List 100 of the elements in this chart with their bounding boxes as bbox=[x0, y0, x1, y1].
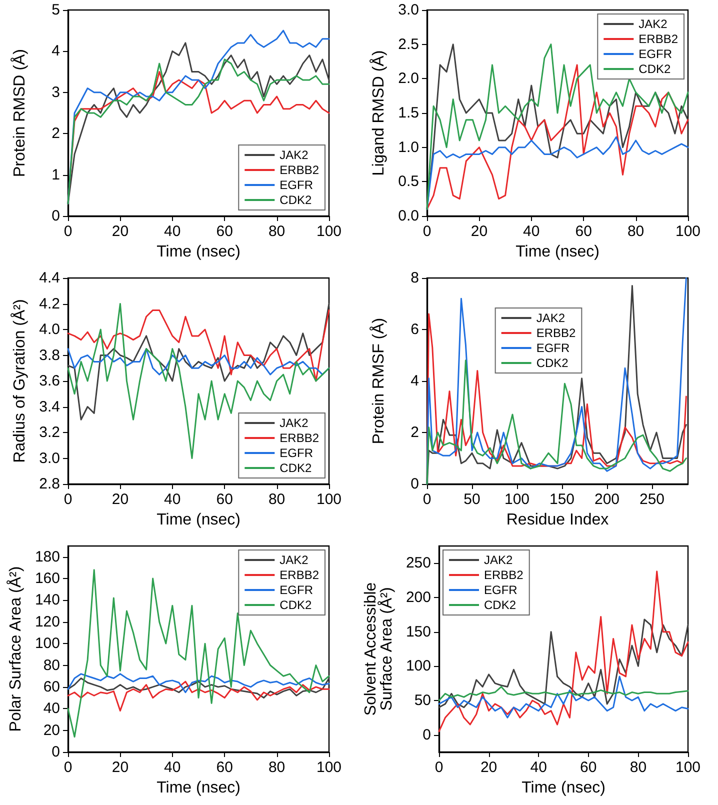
legend-label: EGFR bbox=[280, 178, 314, 192]
y-tick-label: 5 bbox=[52, 2, 60, 18]
x-axis-title: Time (nsec) bbox=[522, 779, 606, 796]
y-axis-title: Protein RMSF (Å) bbox=[370, 318, 388, 444]
y-tick-label: 60 bbox=[43, 678, 60, 696]
y-tick-label: 140 bbox=[34, 592, 60, 609]
legend-label: ERBB2 bbox=[536, 326, 576, 340]
line-series bbox=[67, 303, 330, 420]
x-tick-label: 20 bbox=[112, 223, 129, 240]
y-tick-label: 250 bbox=[406, 554, 431, 572]
x-tick-label: 100 bbox=[316, 759, 342, 776]
x-tick-label: 60 bbox=[575, 223, 592, 240]
y-tick-label: 0.5 bbox=[398, 173, 419, 190]
legend-label: CDK2 bbox=[280, 193, 312, 207]
y-tick-label: 4 bbox=[52, 42, 60, 60]
legend-label: JAK2 bbox=[536, 311, 566, 325]
legend-label: CDK2 bbox=[280, 461, 312, 475]
line-series bbox=[67, 680, 330, 712]
x-tick-label: 0 bbox=[64, 491, 72, 508]
x-tick-label: 40 bbox=[164, 491, 181, 508]
x-tick-label: 60 bbox=[580, 759, 597, 776]
y-tick-label: 3.0 bbox=[39, 450, 60, 467]
x-tick-label: 80 bbox=[268, 223, 286, 240]
y-tick-label: 4.0 bbox=[39, 321, 60, 338]
x-tick-label: 40 bbox=[164, 759, 181, 776]
x-tick-label: 80 bbox=[268, 491, 286, 508]
legend-label: ERBB2 bbox=[280, 431, 320, 445]
x-tick-label: 60 bbox=[216, 759, 233, 776]
legend-label: EGFR bbox=[280, 446, 314, 460]
y-tick-label: 0 bbox=[422, 726, 431, 744]
y-tick-label: 8 bbox=[410, 270, 419, 286]
y-tick-label: 2 bbox=[410, 424, 419, 441]
y-tick-label: 1.5 bbox=[398, 104, 419, 122]
y-tick-label: 160 bbox=[34, 570, 60, 588]
x-axis-title: Time (nsec) bbox=[156, 243, 240, 260]
y-tick-label: 80 bbox=[43, 656, 60, 674]
line-series bbox=[67, 303, 330, 459]
y-tick-label: 1 bbox=[52, 166, 60, 184]
y-tick-label: 3 bbox=[52, 84, 60, 101]
x-tick-label: 100 bbox=[504, 491, 530, 508]
y-tick-label: 3.8 bbox=[39, 346, 60, 364]
y-tick-label: 3.2 bbox=[39, 424, 60, 441]
y-tick-label: 50 bbox=[414, 692, 431, 709]
legend-label: CDK2 bbox=[536, 356, 569, 370]
x-tick-label: 40 bbox=[530, 759, 547, 776]
x-tick-label: 40 bbox=[523, 223, 540, 240]
y-tick-label: 3.4 bbox=[39, 398, 60, 416]
y-tick-label: 4 bbox=[410, 372, 419, 390]
y-tick-label: 4.2 bbox=[39, 295, 60, 312]
y-axis-title: Solvent Accessible Surface Area (Å²) bbox=[362, 582, 396, 716]
x-tick-label: 40 bbox=[164, 223, 181, 240]
y-tick-label: 2.5 bbox=[398, 36, 419, 53]
legend-label: EGFR bbox=[638, 47, 672, 61]
legend-label: ERBB2 bbox=[280, 163, 320, 177]
x-tick-label: 60 bbox=[216, 491, 233, 508]
x-tick-label: 100 bbox=[316, 491, 342, 508]
y-tick-label: 40 bbox=[43, 700, 60, 718]
y-tick-label: 180 bbox=[34, 548, 60, 566]
legend-label: ERBB2 bbox=[484, 568, 524, 582]
x-tick-label: 20 bbox=[470, 223, 488, 240]
y-tick-label: 120 bbox=[34, 613, 60, 630]
y-axis-title: Polar Surface Area (Å²) bbox=[6, 566, 25, 732]
legend-label: EGFR bbox=[484, 583, 518, 597]
y-tick-label: 20 bbox=[43, 722, 60, 739]
legend-label: JAK2 bbox=[484, 553, 514, 567]
line-series bbox=[438, 570, 689, 732]
y-tick-label: 2 bbox=[52, 125, 60, 142]
x-tick-label: 150 bbox=[549, 491, 575, 508]
x-tick-label: 20 bbox=[480, 759, 498, 776]
legend-label: JAK2 bbox=[638, 17, 668, 31]
line-series bbox=[438, 676, 689, 718]
y-tick-label: 0.0 bbox=[398, 208, 419, 224]
legend-label: ERBB2 bbox=[638, 32, 678, 46]
x-tick-label: 250 bbox=[639, 491, 665, 508]
line-series bbox=[438, 686, 689, 702]
x-tick-label: 50 bbox=[464, 491, 480, 508]
x-axis-title: Residue Index bbox=[506, 511, 609, 528]
x-tick-label: 20 bbox=[112, 491, 129, 508]
y-tick-label: 2.8 bbox=[39, 476, 60, 492]
y-tick-label: 100 bbox=[34, 635, 60, 652]
x-tick-label: 0 bbox=[64, 223, 72, 240]
x-tick-label: 0 bbox=[434, 759, 444, 776]
x-tick-label: 0 bbox=[64, 759, 72, 776]
legend-label: JAK2 bbox=[280, 416, 309, 430]
y-tick-label: 6 bbox=[410, 321, 419, 338]
y-tick-label: 0 bbox=[410, 476, 419, 492]
y-tick-label: 100 bbox=[406, 658, 431, 675]
legend-label: CDK2 bbox=[280, 598, 312, 612]
x-tick-label: 100 bbox=[316, 223, 342, 240]
x-axis-title: Time (nsec) bbox=[156, 511, 240, 528]
x-tick-label: 100 bbox=[675, 223, 701, 240]
x-tick-label: 80 bbox=[630, 759, 647, 776]
y-tick-label: 150 bbox=[406, 623, 431, 640]
y-tick-label: 3.0 bbox=[398, 2, 419, 18]
line-series bbox=[438, 618, 689, 708]
y-tick-label: 4.4 bbox=[39, 270, 60, 286]
line-series bbox=[67, 309, 330, 382]
x-tick-label: 60 bbox=[216, 223, 233, 240]
x-tick-label: 20 bbox=[112, 759, 129, 776]
y-tick-label: 1.0 bbox=[398, 138, 419, 156]
